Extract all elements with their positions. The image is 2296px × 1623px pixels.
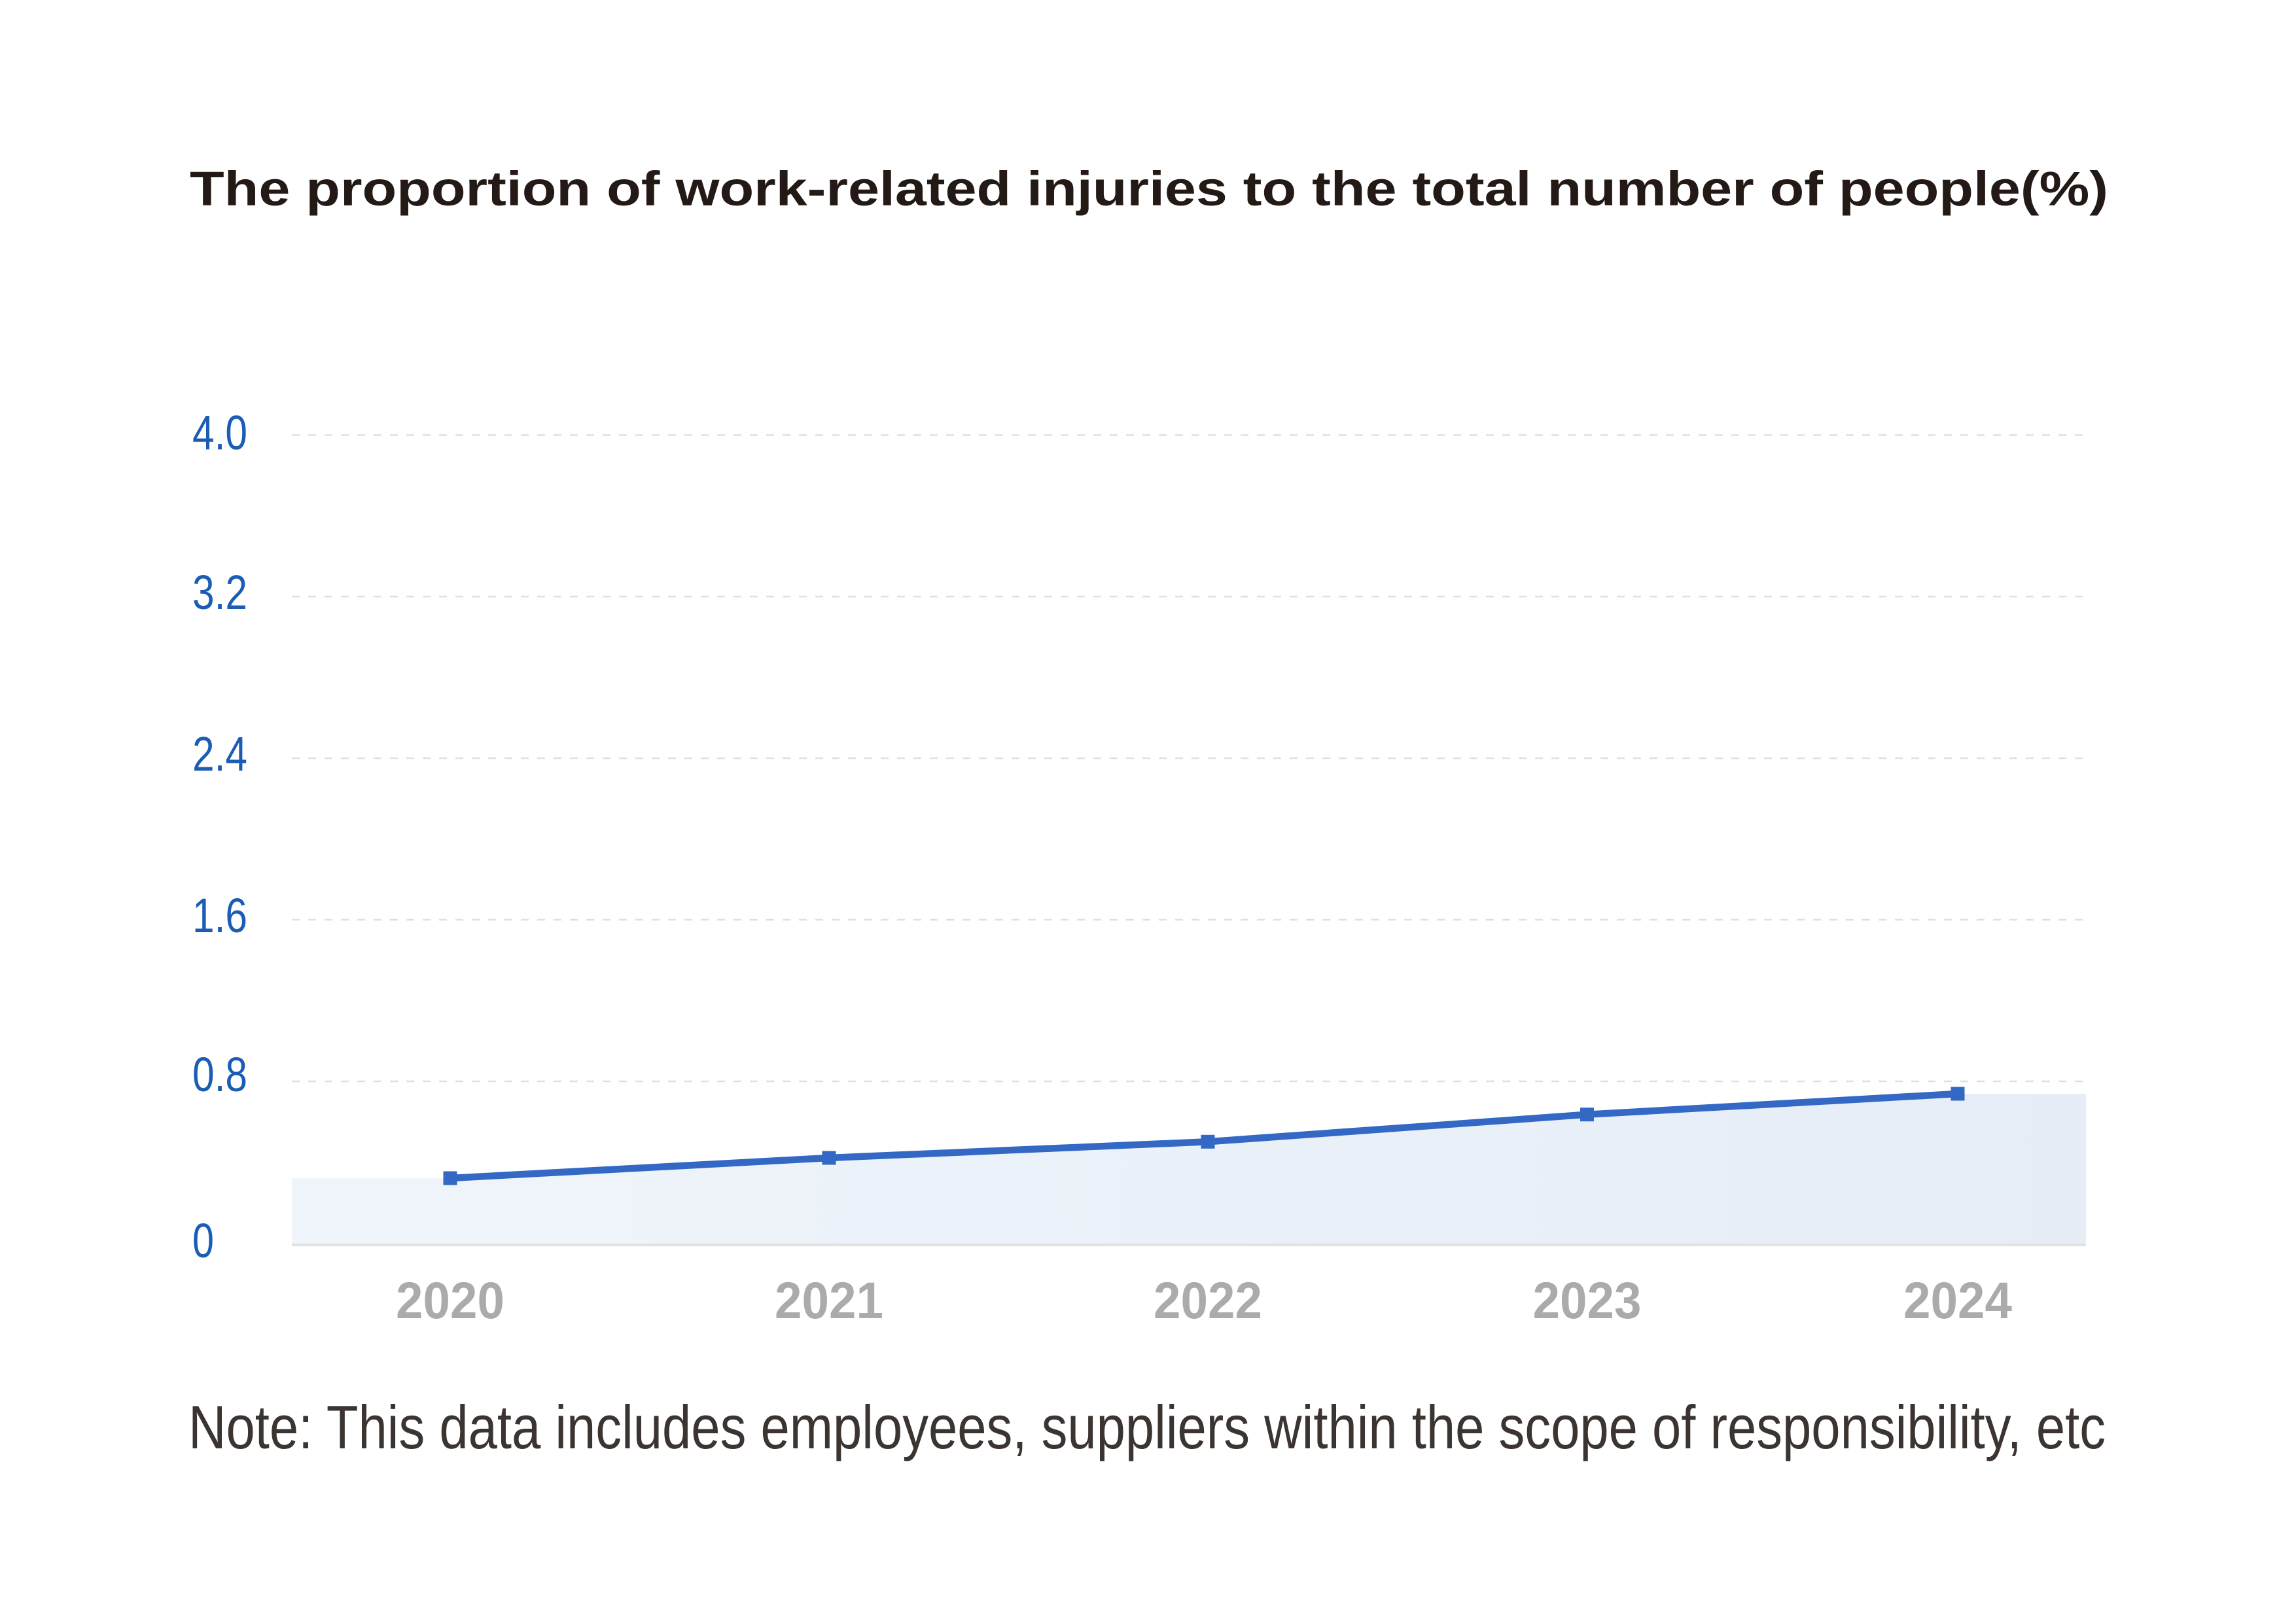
svg-text:2024: 2024 (1903, 1271, 2012, 1329)
svg-text:4.0: 4.0 (192, 406, 247, 460)
svg-text:2020: 2020 (396, 1271, 504, 1329)
svg-text:Note: This data includes emplo: Note: This data includes employees, supp… (188, 1393, 2106, 1461)
svg-text:2022: 2022 (1154, 1271, 1262, 1329)
svg-text:The proportion of work-related: The proportion of work-related injuries … (190, 162, 2108, 216)
svg-text:2021: 2021 (775, 1271, 883, 1329)
svg-text:3.2: 3.2 (192, 565, 247, 620)
svg-text:0.8: 0.8 (192, 1047, 247, 1102)
svg-text:2.4: 2.4 (192, 727, 247, 781)
svg-text:0: 0 (192, 1213, 214, 1268)
svg-text:2023: 2023 (1533, 1271, 1642, 1329)
svg-text:1.6: 1.6 (192, 888, 247, 943)
